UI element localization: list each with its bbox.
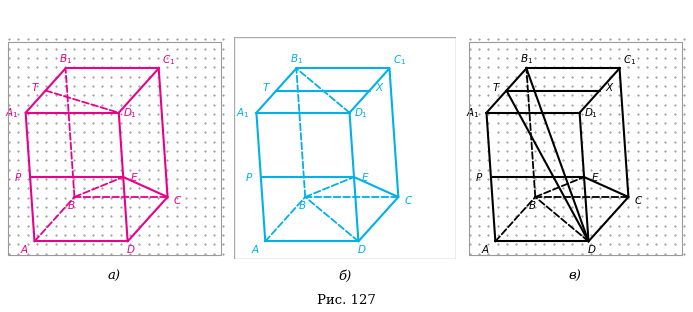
- Text: $C_1$: $C_1$: [162, 53, 175, 67]
- Text: $P$: $P$: [245, 171, 253, 183]
- Text: $A$: $A$: [481, 243, 490, 255]
- Text: $X$: $X$: [375, 80, 385, 93]
- Text: $E$: $E$: [360, 171, 369, 183]
- Text: $A$: $A$: [251, 243, 260, 255]
- Text: $A$: $A$: [20, 243, 29, 255]
- Text: Рис. 127: Рис. 127: [317, 294, 376, 307]
- Text: $B$: $B$: [67, 199, 76, 211]
- Text: $C$: $C$: [173, 194, 182, 206]
- Text: $C$: $C$: [404, 194, 413, 206]
- Text: $P$: $P$: [475, 171, 483, 183]
- Text: $D_1$: $D_1$: [123, 106, 137, 119]
- Text: $X$: $X$: [605, 80, 615, 93]
- Text: $A_1$: $A_1$: [5, 106, 19, 119]
- Text: $A_1$: $A_1$: [466, 106, 480, 119]
- Text: $E$: $E$: [590, 171, 599, 183]
- Text: $B_1$: $B_1$: [290, 52, 303, 66]
- Text: $P$: $P$: [14, 171, 22, 183]
- Text: $B$: $B$: [528, 199, 536, 211]
- Text: $B_1$: $B_1$: [520, 52, 533, 66]
- Text: $D_1$: $D_1$: [353, 106, 367, 119]
- Text: $C$: $C$: [634, 194, 643, 206]
- Text: $A_1$: $A_1$: [236, 106, 249, 119]
- Text: $D_1$: $D_1$: [584, 106, 597, 119]
- Text: $T$: $T$: [262, 80, 271, 93]
- Text: в): в): [569, 270, 581, 283]
- Text: $D$: $D$: [126, 243, 135, 255]
- Text: б): б): [338, 270, 352, 283]
- Text: а): а): [108, 270, 121, 283]
- Text: $D$: $D$: [587, 243, 596, 255]
- Text: $B$: $B$: [298, 199, 306, 211]
- Text: $B_1$: $B_1$: [59, 52, 72, 66]
- Text: $C_1$: $C_1$: [393, 53, 406, 67]
- Text: $C_1$: $C_1$: [623, 53, 636, 67]
- Text: $E$: $E$: [130, 171, 139, 183]
- Text: $D$: $D$: [357, 243, 366, 255]
- Text: $T$: $T$: [492, 80, 501, 93]
- Text: $T$: $T$: [31, 80, 40, 93]
